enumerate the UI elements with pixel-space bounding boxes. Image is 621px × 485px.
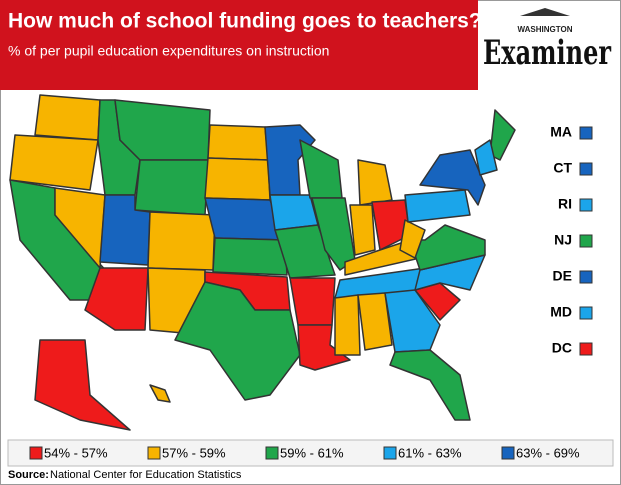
small-state-label: DE — [553, 268, 572, 284]
state — [212, 237, 288, 276]
logo-emblem — [520, 8, 570, 16]
logo-top: WASHINGTON — [518, 25, 573, 34]
legend-label: 63% - 69% — [516, 445, 580, 460]
state — [204, 157, 271, 201]
small-state-swatch — [579, 342, 593, 356]
state — [174, 281, 301, 401]
title: How much of school funding goes to teach… — [8, 10, 482, 33]
state — [389, 349, 471, 421]
small-state-swatch — [579, 162, 593, 176]
small-state-swatch — [579, 126, 593, 140]
legend-swatch — [147, 446, 161, 460]
small-state-swatch — [579, 198, 593, 212]
source-text: National Center for Education Statistics — [50, 469, 242, 481]
source-prefix: Source: — [8, 469, 49, 481]
state — [357, 292, 393, 351]
legend-swatch — [383, 446, 397, 460]
state — [274, 224, 336, 279]
legend-label: 57% - 59% — [162, 445, 226, 460]
state — [297, 324, 351, 371]
small-state-label: RI — [558, 196, 572, 212]
small-state-keys: MA CT RI NJ DE MD DC — [550, 124, 593, 356]
state — [9, 134, 99, 191]
header-band — [0, 0, 478, 90]
legend-swatch — [501, 446, 515, 460]
small-state-label: MA — [550, 124, 572, 140]
legend: 54% - 57% 57% - 59% 59% - 61% 61% - 63% 63% … — [29, 445, 580, 460]
state — [349, 204, 376, 256]
state — [289, 277, 336, 326]
map — [9, 94, 516, 431]
state — [207, 124, 269, 161]
state — [34, 339, 131, 431]
state — [147, 211, 216, 271]
logo-name: Examiner — [483, 33, 612, 73]
state — [149, 384, 171, 403]
state — [357, 159, 393, 206]
state — [404, 189, 471, 223]
small-state-label: CT — [553, 160, 572, 176]
state — [419, 149, 486, 206]
state — [134, 159, 209, 216]
state — [334, 294, 361, 356]
legend-label: 59% - 61% — [280, 445, 344, 460]
small-state-label: MD — [550, 304, 572, 320]
state — [399, 219, 426, 259]
state — [474, 139, 498, 176]
subtitle: % of per pupil education expenditures on… — [8, 43, 329, 59]
small-state-label: NJ — [554, 232, 572, 248]
legend-swatch — [265, 446, 279, 460]
small-state-swatch — [579, 234, 593, 248]
state — [489, 109, 516, 161]
state — [34, 94, 101, 141]
state — [409, 224, 486, 271]
small-state-swatch — [579, 306, 593, 320]
legend-label: 54% - 57% — [44, 445, 108, 460]
state — [384, 289, 441, 353]
state — [269, 194, 319, 231]
legend-label: 61% - 63% — [398, 445, 462, 460]
legend-swatch — [29, 446, 43, 460]
small-state-label: DC — [552, 340, 572, 356]
small-state-swatch — [579, 270, 593, 284]
state — [84, 267, 149, 331]
